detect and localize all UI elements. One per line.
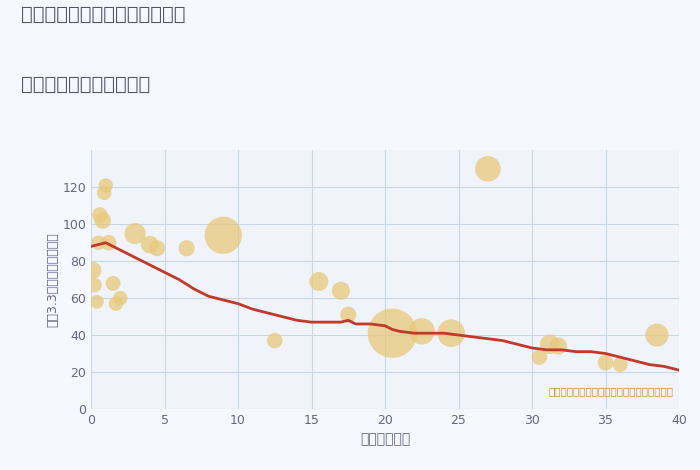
Point [446,329,457,337]
Point [144,241,155,248]
Point [92,239,104,246]
Point [181,244,192,252]
Point [100,182,111,189]
Text: 円の大きさは、取引のあった物件面積を示す: 円の大きさは、取引のあった物件面積を示す [548,386,673,396]
Point [91,298,102,306]
Text: 築年数別中古戸建て価格: 築年数別中古戸建て価格 [21,75,150,94]
Point [130,230,141,237]
Point [314,278,325,285]
Point [94,212,106,219]
Point [103,239,114,246]
Point [89,282,100,289]
Point [218,232,229,239]
Text: 三重県桑名市長島町長島中町の: 三重県桑名市長島町長島中町の [21,5,186,24]
Point [544,340,555,348]
Point [97,217,108,224]
X-axis label: 築年数（年）: 築年数（年） [360,432,410,446]
Y-axis label: 坪（3.3㎡）単価（万円）: 坪（3.3㎡）単価（万円） [46,232,60,327]
Point [115,294,126,302]
Point [600,359,611,367]
Point [416,328,427,335]
Point [553,342,564,350]
Point [615,361,626,368]
Point [343,311,354,319]
Point [108,280,119,287]
Point [88,266,99,274]
Point [151,244,162,252]
Point [534,353,545,361]
Point [111,300,122,307]
Point [482,165,493,172]
Point [386,329,398,337]
Point [335,287,346,295]
Point [652,331,663,339]
Point [99,189,110,196]
Point [269,337,280,345]
